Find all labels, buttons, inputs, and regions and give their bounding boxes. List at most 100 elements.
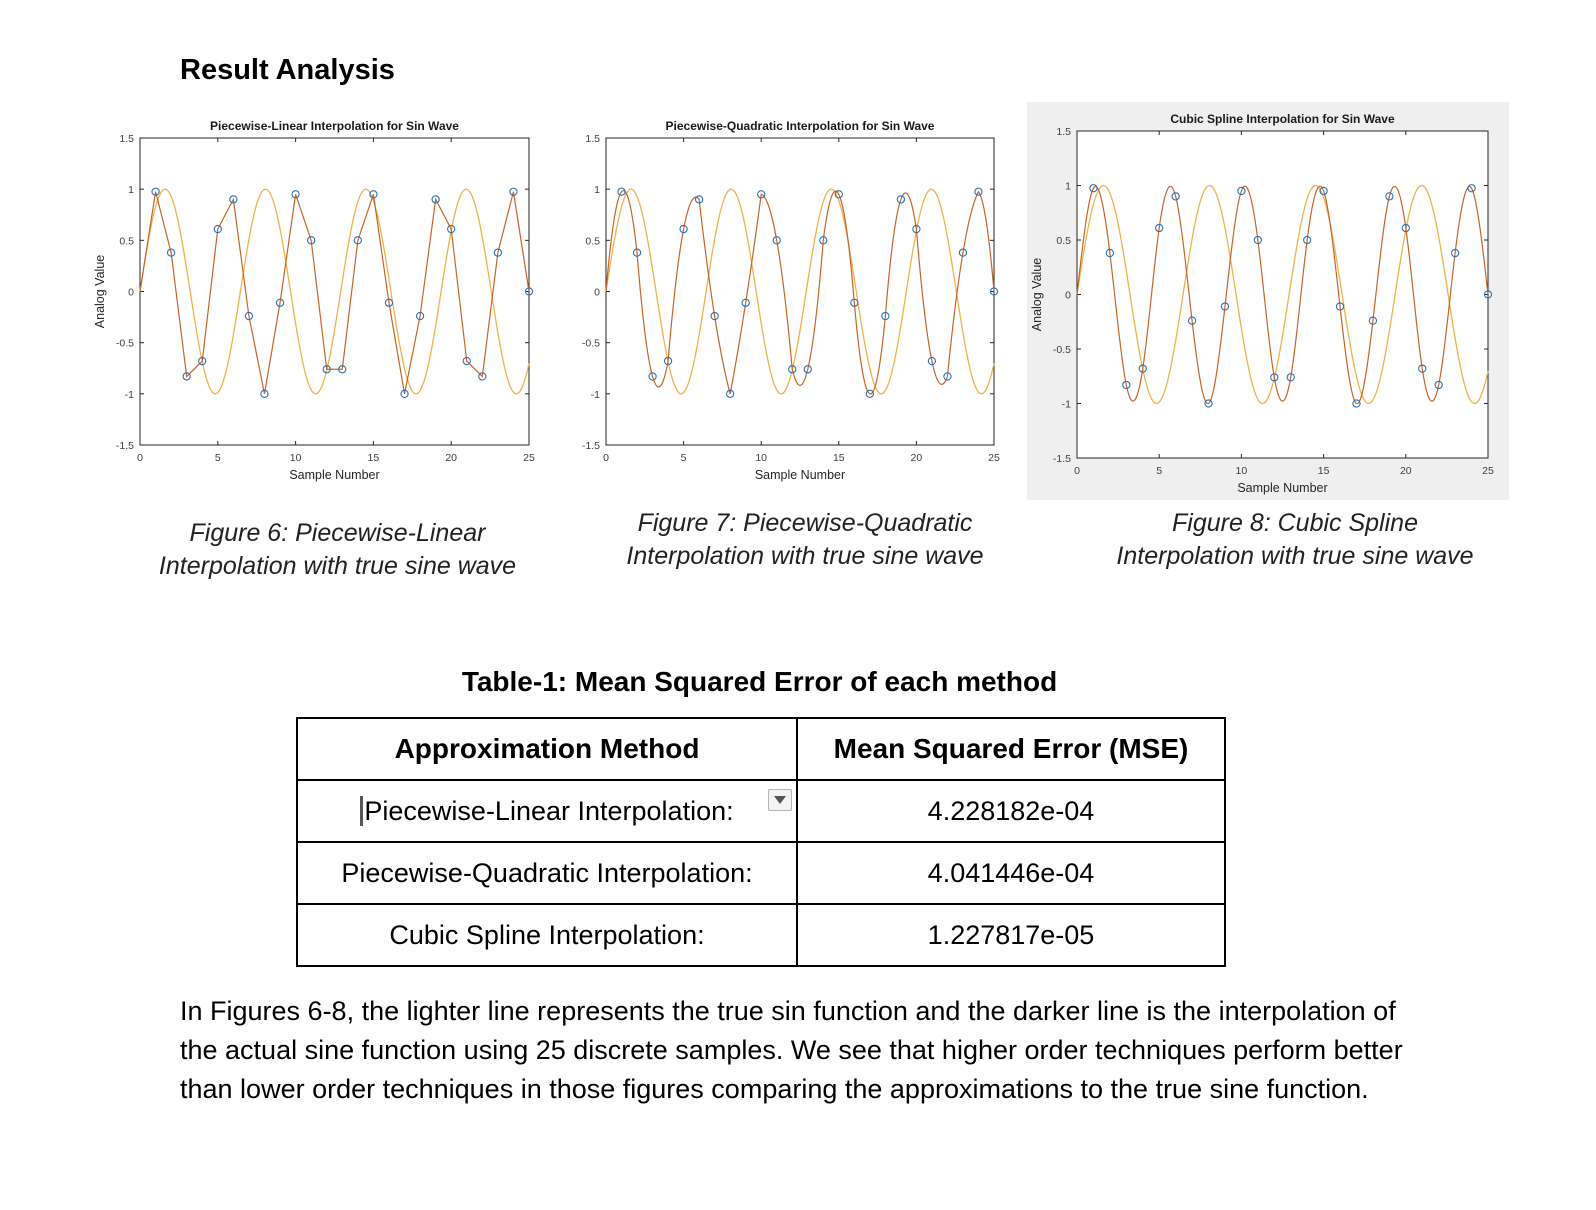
sample-point [478, 372, 487, 381]
sample-point [260, 389, 269, 398]
y-tick-label: -0.5 [1053, 344, 1071, 356]
sample-point [307, 236, 316, 245]
sample-point [757, 190, 766, 199]
sample-point [1122, 380, 1131, 390]
sample-point [198, 356, 207, 366]
sample-point [912, 224, 921, 234]
table-header-row: Approximation Method Mean Squared Error … [296, 717, 1226, 781]
table-row: Piecewise-Quadratic Interpolation: 4.041… [296, 841, 1226, 905]
table-cell-mse[interactable]: 4.041446e-04 [796, 841, 1226, 905]
y-axis-label: Analog Value [1030, 258, 1044, 331]
x-tick-label: 0 [137, 452, 143, 464]
y-tick-label: 0 [1065, 290, 1071, 302]
figure-6-caption: Figure 6: Piecewise-Linear Interpolation… [140, 517, 535, 583]
sample-point [1467, 184, 1476, 193]
sample-point [943, 372, 952, 381]
axes-frame [1076, 130, 1489, 459]
sample-point [1401, 223, 1410, 233]
sample-point [865, 389, 874, 398]
table-row: Cubic Spline Interpolation: 1.227817e-05 [296, 903, 1226, 967]
y-tick-label: -1 [591, 389, 600, 401]
axes-frame [139, 137, 530, 446]
sample-point [415, 311, 425, 321]
y-tick-label: 1.5 [1056, 126, 1071, 138]
sample-point [1450, 248, 1460, 258]
header-approximation-method: Approximation Method [296, 717, 798, 781]
sample-point [462, 356, 471, 366]
x-tick-label: 25 [988, 452, 1000, 464]
figure-7-caption: Figure 7: Piecewise-Quadratic Interpolat… [605, 507, 1005, 573]
figure-8-caption-line1: Figure 8: Cubic Spline [1172, 509, 1418, 537]
y-tick-label: 1 [128, 184, 134, 196]
y-tick-label: 0.5 [1056, 235, 1071, 247]
cubic-spline-plot: 0 5 10 15 20 25 -1.5 -1 -0.5 0 0.5 1 1.5 Cubic Spline… [1030, 112, 1494, 495]
figure-6-caption-line2: Interpolation with true sine wave [158, 552, 517, 580]
figure-8-caption-line2: Interpolation with true sine wave [1116, 542, 1474, 570]
x-tick-label: 25 [1482, 465, 1494, 477]
sample-point [1483, 290, 1493, 299]
table-cell-method[interactable]: Piecewise-Linear Interpolation: [296, 779, 798, 843]
sample-point [213, 224, 222, 234]
sample-point [166, 248, 176, 257]
analysis-paragraph: In Figures 6-8, the lighter line represe… [180, 996, 1403, 1104]
sample-point [974, 187, 983, 196]
y-axis-label: Analog Value [93, 255, 107, 328]
x-tick-label: 0 [603, 452, 609, 464]
sample-point [1138, 364, 1147, 373]
sample-point [291, 190, 300, 199]
sample-point [431, 195, 440, 204]
y-tick-label: 1 [594, 184, 600, 196]
interpolation-line [605, 189, 995, 395]
interpolation-line [139, 191, 530, 394]
sample-point [1187, 316, 1197, 325]
section-heading: Result Analysis [180, 54, 395, 86]
chart-title: Cubic Spline Interpolation for Sin Wave [1170, 112, 1395, 126]
x-tick-label: 10 [1236, 465, 1248, 477]
sample-point [694, 195, 704, 204]
y-tick-label: 1.5 [585, 133, 600, 145]
x-tick-label: 15 [368, 452, 380, 464]
sample-point [1089, 184, 1098, 193]
table-cell-mse[interactable]: 1.227817e-05 [796, 903, 1226, 967]
sample-point [989, 287, 999, 296]
figure-7-caption-line2: Interpolation with true sine wave [626, 542, 984, 570]
sample-point [244, 311, 254, 321]
y-tick-label: 0 [594, 287, 600, 299]
x-tick-label: 15 [1318, 465, 1330, 477]
dropdown-arrow-icon[interactable] [768, 789, 792, 811]
sample-point [1319, 186, 1328, 196]
table-cell-mse[interactable]: 4.228182e-04 [796, 779, 1226, 843]
sample-point [1155, 223, 1164, 233]
sample-point [1335, 302, 1345, 311]
sample-point [1368, 316, 1378, 325]
sample-point [229, 195, 238, 204]
axes-frame [605, 137, 995, 446]
sample-point [400, 389, 409, 398]
x-tick-label: 25 [523, 452, 535, 464]
sample-point [663, 356, 673, 366]
x-tick-label: 15 [833, 452, 845, 464]
y-tick-label: 1.5 [119, 133, 134, 145]
table-cell-method[interactable]: Piecewise-Quadratic Interpolation: [296, 841, 798, 905]
sample-point [741, 298, 750, 307]
table-cell-method[interactable]: Cubic Spline Interpolation: [296, 903, 798, 967]
sample-point [524, 287, 534, 296]
chart-title: Piecewise-Linear Interpolation for Sin W… [210, 119, 459, 133]
y-tick-label: -1.5 [116, 440, 134, 452]
sample-point [726, 389, 735, 398]
sample-point [896, 195, 906, 204]
sample-point [617, 187, 626, 196]
sample-point [788, 365, 797, 374]
x-tick-label: 5 [1156, 465, 1162, 477]
table-row: Piecewise-Linear Interpolation: 4.228182… [296, 779, 1226, 843]
sample-point [275, 298, 285, 307]
sample-point [384, 298, 394, 307]
sample-point [1270, 373, 1279, 382]
x-tick-label: 20 [445, 452, 457, 464]
sample-point [1385, 192, 1394, 201]
x-axis-label: Sample Number [289, 468, 379, 482]
sample-point [803, 365, 812, 374]
sample-point [710, 311, 719, 321]
sample-point [353, 236, 362, 245]
sample-point [493, 248, 503, 257]
